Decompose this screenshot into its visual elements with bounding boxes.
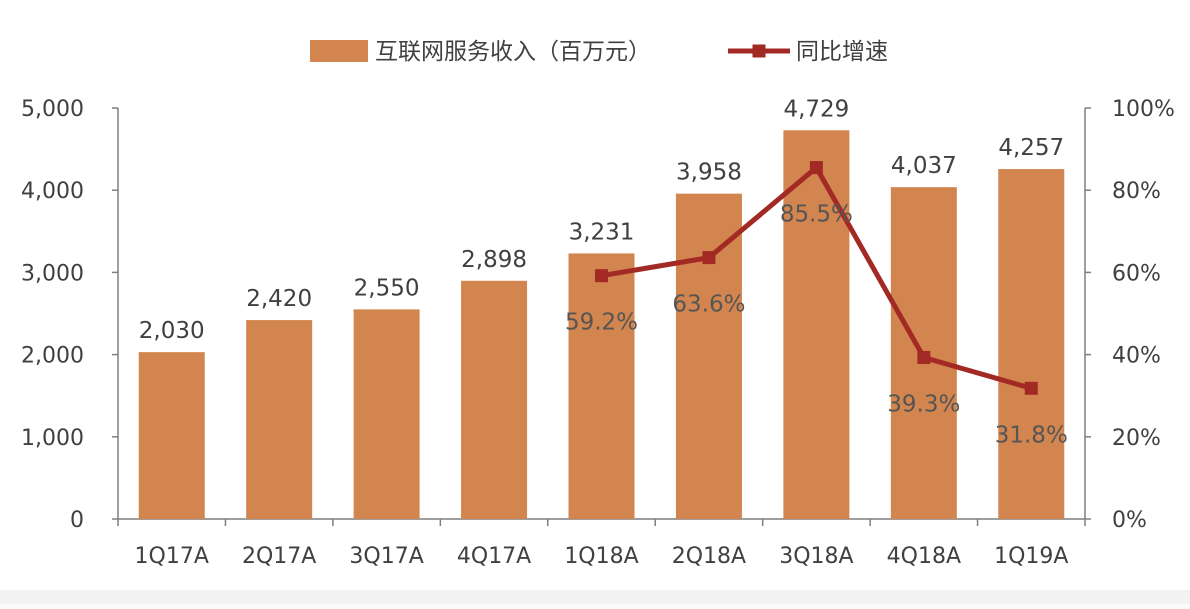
left-tick-label: 4,000 (21, 179, 84, 204)
left-tick-label: 2,000 (21, 344, 84, 369)
left-tick-label: 1,000 (21, 426, 84, 451)
growth-data-label: 39.3% (887, 391, 960, 417)
bottom-strip (0, 590, 1190, 604)
bar (783, 130, 850, 520)
right-tick-label: 40% (1112, 344, 1161, 369)
x-tick-label: 1Q18A (564, 544, 638, 569)
bar (675, 193, 742, 519)
growth-marker (702, 251, 716, 265)
right-tick-label: 100% (1112, 97, 1175, 122)
growth-marker (595, 269, 608, 283)
x-tick-label: 3Q18A (779, 544, 853, 569)
legend-swatch-bars (310, 40, 368, 62)
growth-data-label: 85.5% (780, 202, 853, 228)
bar (138, 352, 205, 519)
x-tick-label: 4Q17A (457, 544, 531, 569)
growth-data-label: 31.8% (995, 422, 1068, 448)
growth-marker (917, 350, 931, 364)
left-tick-label: 5,000 (21, 97, 84, 122)
bar (246, 320, 313, 519)
bar-data-label: 2,550 (354, 275, 420, 301)
x-tick-label: 1Q19A (994, 544, 1068, 569)
legend-swatch-marker (752, 44, 766, 58)
bar (461, 280, 528, 519)
x-tick-label: 1Q17A (135, 544, 209, 569)
x-tick-label: 4Q18A (887, 544, 961, 569)
x-tick-label: 2Q18A (672, 544, 746, 569)
bar-data-label: 3,231 (569, 219, 635, 245)
bar-series (138, 130, 1065, 520)
bar-data-label: 4,037 (891, 153, 957, 179)
right-tick-label: 80% (1112, 179, 1161, 204)
line-data-labels: 59.2% 63.6% 85.5% 39.3% 31.8% (565, 202, 1068, 449)
left-tick-label: 0 (70, 508, 84, 533)
growth-marker (1024, 381, 1038, 395)
x-tick-label: 3Q17A (349, 544, 423, 569)
growth-data-label: 59.2% (565, 310, 638, 336)
right-tick-label: 20% (1112, 426, 1161, 451)
growth-marker (809, 161, 823, 175)
legend: 互联网服务收入（百万元） 同比增速 (310, 39, 888, 65)
line-series (595, 161, 1038, 395)
bar-data-label: 3,958 (676, 160, 742, 186)
legend-label-bars: 互联网服务收入（百万元） (375, 39, 651, 65)
x-tick-label: 2Q17A (242, 544, 316, 569)
bar-data-label: 2,898 (461, 247, 527, 273)
bar-data-labels: 2,030 2,420 2,550 2,898 3,231 3,958 4,729 4,037… (139, 96, 1064, 344)
axes: 0 1,000 2,000 3,000 4,000 5,000 0% 20% 40% 60% 80%… (21, 97, 1175, 569)
bar (353, 309, 420, 519)
legend-label-line: 同比增速 (796, 39, 888, 65)
growth-data-label: 63.6% (672, 292, 745, 318)
bar-data-label: 4,729 (783, 96, 849, 122)
bar-data-label: 2,420 (246, 286, 312, 312)
bar (998, 169, 1065, 520)
right-tick-label: 60% (1112, 261, 1161, 286)
right-tick-label: 0% (1112, 508, 1147, 533)
bar-data-label: 2,030 (139, 318, 205, 344)
left-tick-label: 3,000 (21, 261, 84, 286)
bar-data-label: 4,257 (998, 135, 1064, 161)
bar (568, 253, 635, 519)
